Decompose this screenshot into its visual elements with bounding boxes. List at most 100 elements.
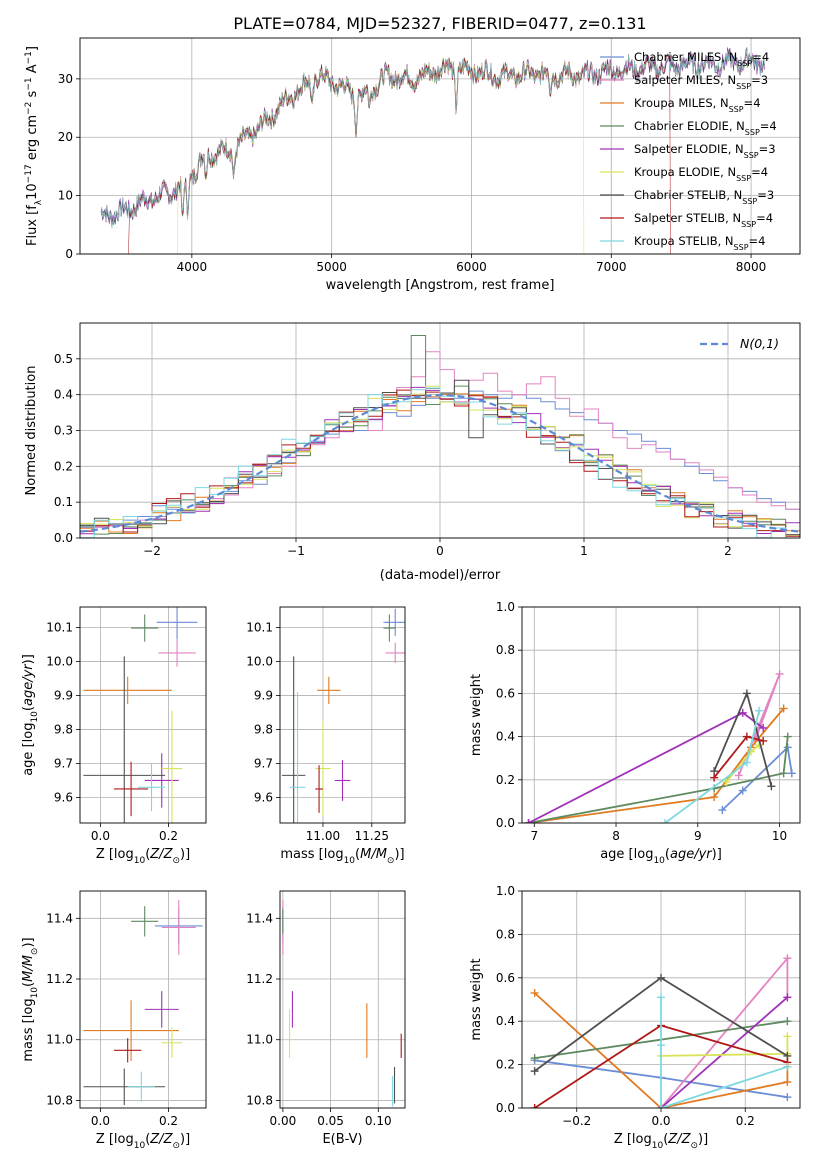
error-bar-point xyxy=(281,656,306,823)
error-bar-point xyxy=(158,639,196,667)
y-tick-label: 0.0 xyxy=(496,1101,515,1115)
figure-title: PLATE=0784, MJD=52327, FIBERID=0477, z=0… xyxy=(233,14,646,33)
error-bar-point xyxy=(315,765,323,813)
massweight_vs_Z-plot-area xyxy=(530,954,792,1108)
mass-weight-line xyxy=(721,745,793,811)
y-axis-label: Normed distribution xyxy=(24,366,39,496)
axes-frame xyxy=(279,606,406,824)
x-tick-label: 0.0 xyxy=(651,1114,670,1128)
x-tick-label: 2 xyxy=(724,544,732,558)
x-tick-label: 8000 xyxy=(736,260,767,274)
y-tick-label: 10.1 xyxy=(46,620,73,634)
y-tick-label: 11.0 xyxy=(246,1033,273,1047)
error-bar-point xyxy=(161,1027,183,1058)
x-tick-label: 10 xyxy=(772,829,787,843)
spectrum-panel: 4000 5000 6000 7000 8000 0 10 20 30 wavelength [A… xyxy=(24,37,801,293)
residual_hist-plot-area xyxy=(80,335,800,538)
mass-weight-marker xyxy=(787,769,796,778)
error-bar-point xyxy=(161,710,183,823)
legend-entry: Chabrier STELIB, NSSP=3 xyxy=(634,188,774,206)
legend-nssp: 4 xyxy=(758,234,765,248)
mass-weight-marker xyxy=(742,732,751,741)
legend-nssp: 4 xyxy=(766,211,773,225)
mass-weight-marker xyxy=(657,973,665,982)
mass-weight-marker xyxy=(661,819,670,823)
x-tick-label: −1 xyxy=(287,544,305,558)
axes-frame xyxy=(279,890,406,1109)
error-bar-point xyxy=(131,906,159,937)
histogram-step xyxy=(80,387,800,538)
error-bar-point xyxy=(83,676,172,704)
y-tick-label: 0.8 xyxy=(496,927,515,941)
y-tick-label: 20 xyxy=(58,130,73,144)
y-tick-label: 10.1 xyxy=(246,620,273,634)
x-tick-label: 8 xyxy=(612,829,620,843)
x-tick-label: 7 xyxy=(530,829,538,843)
y-tick-label: 9.6 xyxy=(54,790,73,804)
y-axis-label: age [log10(age/yr)] xyxy=(21,654,40,776)
legend-model-name: Kroupa STELIB xyxy=(634,234,718,248)
y-tick-label: 11.2 xyxy=(246,972,273,986)
y-tick-label: 1.0 xyxy=(496,884,515,898)
mass-weight-marker xyxy=(779,769,788,778)
mass-weight-marker xyxy=(530,1067,539,1076)
mass-weight-marker xyxy=(783,743,792,752)
mass-weight-marker xyxy=(710,773,719,782)
legend-entry: Kroupa ELODIE, NSSP=4 xyxy=(634,165,768,183)
legend-nssp: 4 xyxy=(761,165,768,179)
error-bar-point xyxy=(127,1071,155,1102)
x-tick-label: 0.2 xyxy=(159,1114,178,1128)
error-bar-point xyxy=(383,614,396,642)
mass-weight-line xyxy=(660,996,788,1108)
y-tick-label: 0.6 xyxy=(496,971,515,985)
age_vs_Z-panel: 0.0 0.2 9.6 9.7 9.8 9.9 10.0 10.1 Z [log10(Z/Z⊙)… xyxy=(21,606,207,866)
y-tick-label: 9.9 xyxy=(54,688,73,702)
mass-weight-line xyxy=(528,736,789,823)
y-tick-label: 0.2 xyxy=(496,773,515,787)
x-tick-label: 7000 xyxy=(596,260,627,274)
error-bar-point xyxy=(114,761,149,817)
mass-weight-marker xyxy=(734,771,743,780)
legend-model-name: Salpeter STELIB xyxy=(634,211,725,225)
massweight_vs_age-plot-area xyxy=(524,669,796,823)
x-axis-label: Z [log10(Z/Z⊙)] xyxy=(96,847,190,866)
axes-frame xyxy=(79,890,207,1109)
spectrum-series-line xyxy=(177,57,585,254)
x-tick-label: 1 xyxy=(580,544,588,558)
x-tick-label: 5000 xyxy=(316,260,347,274)
mass-weight-marker xyxy=(783,1093,792,1102)
mass_vs_Z-plot-area xyxy=(83,900,203,1105)
x-tick-label: 11.00 xyxy=(306,829,340,843)
spectrum-plot-area xyxy=(100,47,765,254)
x-tick-label: 4000 xyxy=(177,260,208,274)
x-axis-label: mass [log10(M/M⊙)] xyxy=(280,847,404,866)
mass-weight-marker xyxy=(755,706,764,715)
x-tick-label: 0.0 xyxy=(91,829,110,843)
y-axis-label: Flux [fλ10−17 erg cm−2 s−1 A−1] xyxy=(24,46,44,246)
x-axis-label: Z [log10(Z/Z⊙)] xyxy=(614,1132,708,1151)
mass-weight-marker xyxy=(783,1032,792,1041)
y-tick-label: 11.2 xyxy=(46,972,73,986)
mass-weight-marker xyxy=(722,777,731,786)
age_vs_mass-plot-area xyxy=(281,608,405,823)
mass-weight-line xyxy=(660,997,788,1108)
mass-weight-line xyxy=(664,710,760,823)
mass_vs_ebv-grid xyxy=(280,891,405,1108)
x-tick-label: 0.2 xyxy=(736,1114,755,1128)
legend-model-name: Salpeter MILES xyxy=(634,73,720,87)
legend-nssp: 3 xyxy=(761,73,768,87)
error-bar-point xyxy=(156,607,198,640)
mass_vs_ebv-plot-area xyxy=(282,900,402,1107)
y-tick-label: 9.8 xyxy=(254,722,273,736)
y-axis-label: mass [log10(M/M⊙)] xyxy=(21,937,40,1061)
mass-weight-marker xyxy=(783,732,792,741)
y-axis-label: mass weight xyxy=(469,958,484,1040)
mass-weight-marker xyxy=(530,1054,539,1063)
y-tick-label: 1.0 xyxy=(496,600,515,614)
mass-weight-marker xyxy=(718,806,727,815)
residual_hist-panel: −2 −1 0 1 2 0.0 0.1 0.2 0.3 0.4 0.5 (data-model)/er… xyxy=(24,322,801,583)
mass-weight-marker xyxy=(783,993,792,1002)
y-tick-label: 30 xyxy=(58,72,73,86)
legend-entry: Chabrier ELODIE, NSSP=4 xyxy=(634,119,777,137)
